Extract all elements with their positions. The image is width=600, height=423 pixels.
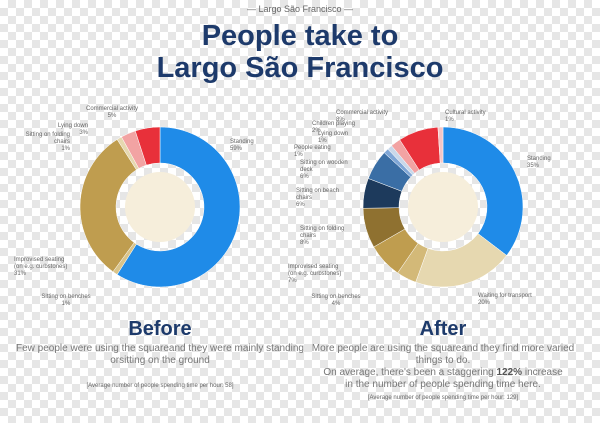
slice-label: Improvised seating (on e.g. curbstones) 7…	[288, 264, 348, 285]
description-line: Few people were using the square	[16, 343, 169, 354]
category-name: Lying down	[318, 131, 349, 137]
value-label: 4%	[331, 300, 341, 307]
value-label: 5%	[107, 112, 117, 119]
category-name: Lying down	[57, 123, 88, 129]
category-name: Children playing	[312, 121, 356, 127]
description-line: On average, there's been a staggering 12…	[298, 367, 588, 379]
category-name: Waiting for transport	[478, 293, 532, 299]
slice-label: Sitting on benches 4%	[306, 294, 366, 308]
value-label: 1%	[445, 116, 454, 123]
donut-slice	[437, 126, 444, 164]
slice-label: Waiting for transport 20%	[478, 293, 538, 307]
value-label: 31%	[14, 270, 27, 277]
donut-center	[125, 172, 195, 242]
category-name: Standing	[230, 139, 254, 145]
slice-label: Lying down 3%	[28, 123, 88, 137]
donut-slice	[116, 126, 241, 288]
slice-label: Commercial activity 5%	[82, 106, 142, 120]
slice-label: Sitting on benches 1%	[36, 294, 96, 308]
description-line: sitting on the ground	[119, 355, 210, 366]
slice-label: Lying down 1%	[318, 131, 378, 145]
value-label: 59%	[230, 145, 243, 152]
title: People take to	[201, 20, 399, 52]
slice-label: Children playing 2%	[312, 121, 372, 135]
value-label: 6%	[300, 173, 309, 180]
category-name: Cultural activity	[445, 110, 486, 116]
value-label: 8%	[300, 239, 309, 246]
donut-center	[408, 172, 478, 242]
slice-label: People eating 1%	[294, 145, 354, 159]
slice-label: Sitting on folding chairs 1%	[10, 132, 70, 153]
category-name: Sitting on folding chairs	[300, 226, 345, 239]
slice-label: Sitting on wooden deck 6%	[300, 160, 360, 181]
description-line: and they were mainly standing or	[110, 343, 304, 366]
donut-slice	[134, 126, 161, 166]
category-name: Sitting on beach chairs	[296, 188, 340, 201]
slice-label: Sitting on beach chairs 6%	[296, 188, 356, 209]
value-label: 2%	[312, 127, 321, 134]
description-line: More people are using the square	[311, 343, 462, 354]
category-name: Commercial activity	[85, 106, 138, 112]
chart-title: Before	[128, 318, 192, 340]
chart-title: After	[419, 318, 467, 340]
category-name: Sitting on benches	[41, 294, 91, 300]
category-name: Commercial activity	[336, 110, 389, 116]
category-name: Improvised seating (on e.g. curbstones)	[14, 257, 68, 270]
value-label: 35%	[527, 162, 540, 169]
value-label: 1%	[294, 151, 303, 158]
slice-label: Commercial activity 8%	[336, 110, 396, 124]
description-line: and they find more varied things to do.	[415, 343, 575, 366]
value-label: 8%	[336, 116, 345, 123]
highlight: 122%	[496, 367, 523, 378]
description: Few people were using the squareand they…	[15, 343, 305, 367]
category-name: Sitting on folding chairs	[25, 132, 70, 145]
description-line: in the number of people spending time he…	[345, 379, 541, 390]
value-label: 3%	[79, 129, 88, 136]
value-label: 1%	[61, 300, 71, 307]
slice-label: Sitting on folding chairs 8%	[300, 226, 360, 247]
description-part: On average, there's been a staggering	[323, 367, 494, 378]
description-part: increase	[524, 367, 563, 378]
category-name: Improvised seating (on e.g. curbstones)	[288, 264, 342, 277]
category-name: Sitting on benches	[311, 294, 361, 300]
value-label: 6%	[296, 201, 305, 208]
note: [Average number of people spending time …	[86, 383, 234, 389]
donut-slice	[79, 139, 137, 273]
category-name: Sitting on wooden deck	[300, 160, 348, 173]
description: More people are using the squareand they…	[298, 343, 588, 391]
slice-label: Standing 35%	[527, 156, 587, 170]
value-label: 20%	[478, 299, 491, 306]
kicker: — Largo São Francisco —	[246, 4, 354, 14]
slice-label: Cultural activity 1%	[445, 110, 505, 124]
slice-label: Standing 59%	[230, 139, 290, 153]
value-label: 1%	[61, 145, 70, 152]
title: Largo São Francisco	[156, 52, 444, 84]
category-name: People eating	[294, 145, 331, 151]
note: [Average number of people spending time …	[367, 395, 519, 401]
value-label: 7%	[288, 277, 297, 284]
category-name: Standing	[527, 156, 551, 162]
slice-label: Improvised seating (on e.g. curbstones) 3…	[14, 257, 74, 278]
donut-slice	[442, 126, 524, 256]
value-label: 1%	[318, 137, 327, 144]
